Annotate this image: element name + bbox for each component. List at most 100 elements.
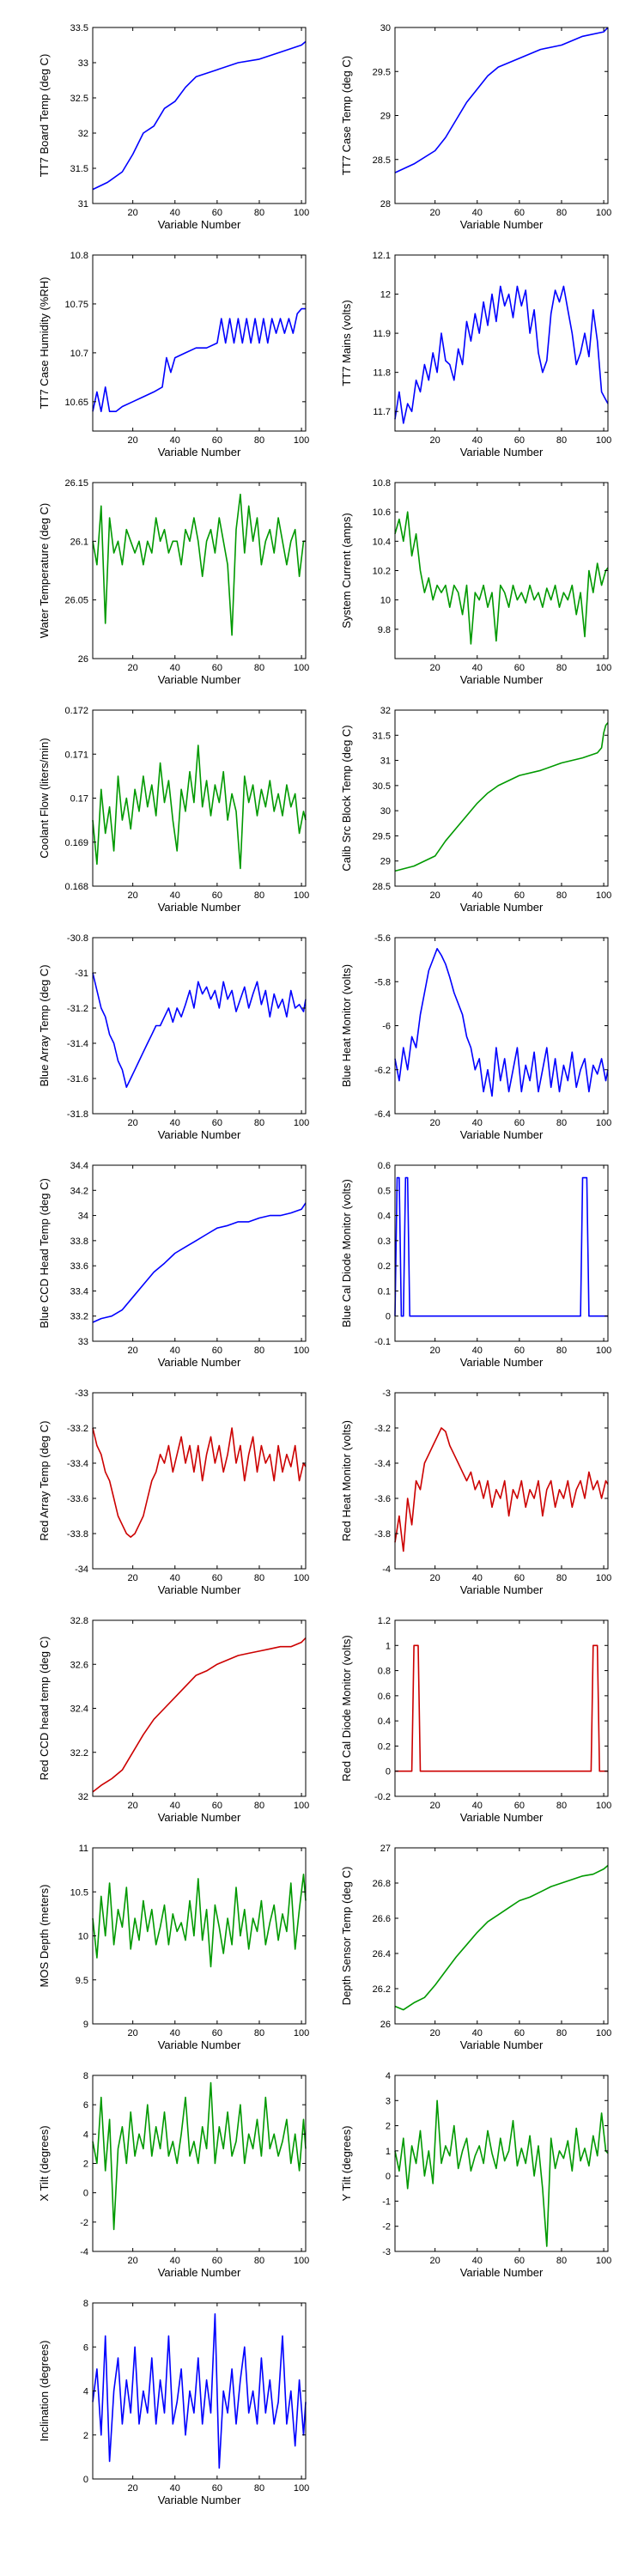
x-tick-label: 40 xyxy=(472,1573,483,1583)
x-tick-label: 80 xyxy=(254,435,264,446)
y-tick-label: 32.2 xyxy=(70,1748,88,1759)
x-tick-label: 20 xyxy=(430,1801,440,1811)
x-tick-label: 60 xyxy=(514,2256,525,2266)
x-tick-label: 60 xyxy=(212,1801,222,1811)
y-tick-label: 0.3 xyxy=(378,1236,391,1247)
x-tick-label: 60 xyxy=(514,1118,525,1128)
plot-frame xyxy=(394,1847,609,2025)
x-tick-label: 100 xyxy=(596,1573,611,1583)
series-line xyxy=(92,1637,307,1793)
x-axis-label: Variable Number xyxy=(158,1128,241,1141)
chart-panel-20: 20 40 60 80 100 -3 -2 -1 0 1 2 3 4 Variable Number Y T… xyxy=(340,2071,611,2279)
x-axis-label: Variable Number xyxy=(460,2038,544,2051)
x-tick-label: 80 xyxy=(556,1118,567,1128)
x-axis-label: Variable Number xyxy=(158,2266,241,2279)
plot-frame xyxy=(394,1619,609,1797)
y-tick-label: 0.172 xyxy=(64,706,88,716)
y-tick-label: 33.4 xyxy=(70,1286,88,1297)
y-tick-label: 26.15 xyxy=(64,478,88,489)
y-axis-label: Blue Array Temp (deg C) xyxy=(38,964,51,1086)
y-tick-label: -33.6 xyxy=(67,1494,88,1504)
y-axis-label: TT7 Mains (volts) xyxy=(340,300,353,386)
y-tick-label: 9.5 xyxy=(76,1976,88,1986)
y-tick-label: 10.5 xyxy=(70,1887,88,1898)
y-axis-label: TT7 Board Temp (deg C) xyxy=(38,54,51,178)
x-tick-label: 20 xyxy=(430,435,440,446)
x-tick-label: 100 xyxy=(596,435,611,446)
chart-panel-19: 20 40 60 80 100 -4 -2 0 2 4 6 8 Variable Number X Til… xyxy=(38,2071,309,2279)
y-tick-label: 26 xyxy=(78,654,88,665)
y-tick-label: -33.2 xyxy=(67,1424,88,1434)
y-tick-label: 11.8 xyxy=(373,368,391,379)
y-tick-label: -33 xyxy=(75,1388,88,1399)
y-axis-label: Y Tilt (degrees) xyxy=(340,2126,353,2202)
y-axis-label: Blue CCD Head Temp (deg C) xyxy=(38,1178,51,1328)
x-tick-label: 40 xyxy=(170,663,180,673)
x-tick-label: 20 xyxy=(128,2028,138,2038)
x-tick-label: 80 xyxy=(556,1801,567,1811)
y-tick-label: 33 xyxy=(78,58,88,69)
x-axis-label: Variable Number xyxy=(158,218,241,231)
y-tick-label: -3.8 xyxy=(374,1529,391,1540)
y-axis-label: Blue Cal Diode Monitor (volts) xyxy=(340,1179,353,1327)
y-axis-label: Red Array Temp (deg C) xyxy=(38,1421,51,1541)
x-tick-label: 40 xyxy=(472,1118,483,1128)
x-tick-label: 40 xyxy=(472,208,483,218)
y-tick-label: 29.5 xyxy=(373,67,391,77)
x-tick-label: 40 xyxy=(472,2256,483,2266)
y-tick-label: -33.4 xyxy=(67,1459,88,1469)
x-tick-label: 20 xyxy=(430,1346,440,1356)
series-line xyxy=(92,2081,307,2231)
y-axis-label: Water Temperature (deg C) xyxy=(38,503,51,639)
plot-frame xyxy=(92,709,307,887)
y-tick-label: 11.7 xyxy=(373,407,391,417)
y-tick-label: 31.5 xyxy=(373,731,391,741)
x-axis-label: Variable Number xyxy=(460,1356,544,1369)
series-line xyxy=(92,2313,307,2469)
x-tick-label: 80 xyxy=(556,2256,567,2266)
x-tick-label: 80 xyxy=(254,2028,264,2038)
plot-frame xyxy=(92,27,307,204)
x-tick-label: 40 xyxy=(472,2028,483,2038)
y-tick-label: -2 xyxy=(80,2218,88,2228)
y-tick-label: 32 xyxy=(380,706,391,716)
x-axis-label: Variable Number xyxy=(158,1811,241,1824)
x-tick-label: 40 xyxy=(170,890,180,901)
x-tick-label: 40 xyxy=(170,2028,180,2038)
x-tick-label: 40 xyxy=(472,1346,483,1356)
y-tick-label: 4 xyxy=(83,2387,88,2397)
x-tick-label: 100 xyxy=(596,1118,611,1128)
y-tick-label: 10 xyxy=(380,596,391,606)
y-axis-label: System Current (amps) xyxy=(340,513,353,628)
plot-frame xyxy=(394,27,609,204)
chart-panel-2: 20 40 60 80 100 28 28.5 29 29.5 30 Variable Number… xyxy=(340,23,611,231)
x-tick-label: 20 xyxy=(430,1573,440,1583)
x-tick-label: 80 xyxy=(556,890,567,901)
y-tick-label: -3 xyxy=(382,2247,391,2257)
y-tick-label: 6 xyxy=(83,2100,88,2111)
y-axis-label: TT7 Case Humidity (%RH) xyxy=(38,277,51,410)
y-tick-label: 32.5 xyxy=(70,94,88,104)
series-line xyxy=(394,27,609,173)
plot-frame xyxy=(394,709,609,887)
x-tick-label: 40 xyxy=(472,663,483,673)
series-line xyxy=(394,1864,609,2011)
y-tick-label: -1 xyxy=(382,2196,391,2207)
y-axis-label: Depth Sensor Temp (deg C) xyxy=(340,1867,353,2006)
x-tick-label: 100 xyxy=(294,890,309,901)
plot-frame xyxy=(92,1164,307,1342)
y-tick-label: 0.17 xyxy=(70,794,88,805)
y-tick-label: 29.5 xyxy=(373,831,391,841)
plot-frame xyxy=(92,2075,307,2252)
x-tick-label: 20 xyxy=(430,2256,440,2266)
chart-panel-8: 20 40 60 80 100 28.5 29 29.5 30 30.5 31 31.5 32 Varia… xyxy=(340,706,611,914)
plot-frame xyxy=(92,1847,307,2025)
series-line xyxy=(92,1427,307,1538)
x-tick-label: 40 xyxy=(170,1346,180,1356)
y-tick-label: -3 xyxy=(382,1388,391,1399)
x-axis-label: Variable Number xyxy=(158,446,241,459)
y-tick-label: 12.1 xyxy=(373,251,391,261)
y-tick-label: -31.4 xyxy=(67,1039,88,1049)
series-line xyxy=(394,1176,608,1317)
